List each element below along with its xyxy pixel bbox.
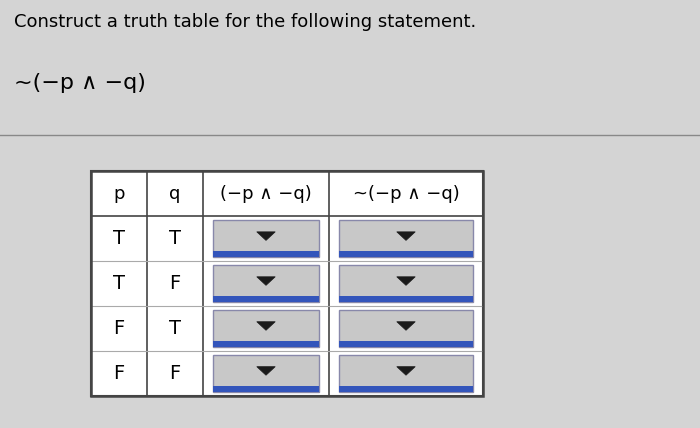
FancyBboxPatch shape (339, 386, 473, 392)
Text: F: F (113, 364, 125, 383)
FancyBboxPatch shape (213, 341, 319, 347)
Polygon shape (397, 322, 415, 330)
FancyBboxPatch shape (339, 296, 473, 302)
Text: ~(−p ∧ −q): ~(−p ∧ −q) (14, 73, 146, 93)
Polygon shape (257, 322, 275, 330)
Text: ~(−p ∧ −q): ~(−p ∧ −q) (353, 184, 459, 203)
Polygon shape (397, 232, 415, 241)
Text: p: p (113, 184, 125, 203)
FancyBboxPatch shape (213, 296, 319, 302)
Text: T: T (113, 274, 125, 293)
FancyBboxPatch shape (213, 386, 319, 392)
FancyBboxPatch shape (339, 355, 473, 392)
FancyBboxPatch shape (213, 265, 319, 302)
FancyBboxPatch shape (213, 220, 319, 257)
FancyBboxPatch shape (213, 251, 319, 257)
Text: F: F (169, 274, 181, 293)
Text: T: T (169, 229, 181, 248)
FancyBboxPatch shape (213, 355, 319, 392)
Text: T: T (169, 319, 181, 338)
Text: q: q (169, 184, 181, 203)
Polygon shape (397, 277, 415, 285)
Polygon shape (257, 367, 275, 375)
FancyBboxPatch shape (91, 171, 483, 396)
Text: Construct a truth table for the following statement.: Construct a truth table for the followin… (14, 13, 476, 31)
Polygon shape (257, 232, 275, 241)
Text: F: F (169, 364, 181, 383)
Text: F: F (113, 319, 125, 338)
FancyBboxPatch shape (339, 251, 473, 257)
FancyBboxPatch shape (339, 265, 473, 302)
Text: T: T (113, 229, 125, 248)
Text: (−p ∧ −q): (−p ∧ −q) (220, 184, 312, 203)
FancyBboxPatch shape (339, 220, 473, 257)
Polygon shape (257, 277, 275, 285)
Polygon shape (397, 367, 415, 375)
FancyBboxPatch shape (339, 310, 473, 347)
FancyBboxPatch shape (339, 341, 473, 347)
FancyBboxPatch shape (213, 310, 319, 347)
